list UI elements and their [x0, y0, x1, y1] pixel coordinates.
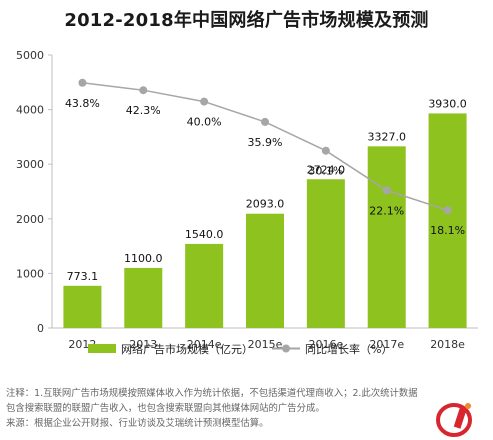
footnote-line: 注释：1.互联网广告市场规模按照媒体收入作为统计依据，不包括渠道代理商收入；2.… — [6, 388, 418, 399]
y-tick-label: 1000 — [16, 267, 44, 280]
y-tick-label: 3000 — [16, 158, 44, 171]
growth-rate-point — [78, 78, 87, 87]
bar — [185, 243, 224, 328]
x-tick-label: 2017e — [369, 338, 404, 351]
legend-bar-swatch — [88, 344, 116, 353]
growth-rate-labels: 43.8% 42.3% 40.0% 35.9% 30.1% 22.1% 18.1% — [65, 97, 465, 237]
growth-rate-point — [443, 206, 452, 215]
bar — [367, 146, 406, 328]
y-tick-label: 4000 — [16, 104, 44, 117]
iresearch-logo-icon — [436, 403, 472, 437]
growth-rate-point — [261, 117, 269, 126]
bar-value-label: 1100.0 — [124, 252, 163, 265]
bar — [63, 285, 102, 328]
bar-value-label: 773.1 — [67, 270, 99, 283]
legend: 网络广告市场规模（亿元） 同比增长率（%） — [88, 342, 392, 356]
bar-value-label: 3930.0 — [428, 97, 467, 110]
x-tick-label: 2018e — [430, 338, 465, 351]
growth-rate-point — [321, 146, 330, 155]
footnote-line: 来源：根据企业公开财报、行业访谈及艾瑞统计预测模型估算。 — [6, 418, 269, 429]
legend-line-marker — [282, 344, 290, 353]
y-tick-label: 2000 — [16, 213, 44, 226]
growth-rate-point — [382, 186, 391, 195]
growth-rate-point — [200, 97, 209, 106]
y-axis: 0 1000 2000 3000 4000 5000 — [16, 49, 53, 335]
growth-rate-label: 42.3% — [126, 104, 161, 117]
growth-rate-point — [139, 86, 148, 95]
growth-rate-label: 35.9% — [248, 136, 283, 149]
bar-value-label: 2093.0 — [246, 198, 285, 211]
legend-bar-label: 网络广告市场规模（亿元） — [121, 342, 253, 356]
bar — [428, 113, 467, 328]
bar-series — [63, 113, 467, 328]
growth-rate-series — [78, 78, 452, 215]
bar-value-label: 1540.0 — [185, 228, 224, 241]
bar-value-label: 2724.0 — [307, 163, 346, 176]
footnote-line: 包含搜索联盟的联盟广告收入，也包含搜索联盟向其他媒体网站的广告分成。 — [6, 403, 325, 414]
x-tick-label: 2014e — [187, 338, 222, 351]
bar — [306, 179, 345, 328]
y-tick-label: 0 — [37, 322, 44, 335]
y-tick-label: 5000 — [16, 49, 44, 62]
growth-rate-label: 18.1% — [430, 224, 465, 237]
x-tick-label: 2013 — [129, 338, 157, 351]
growth-rate-label: 30.1% — [308, 165, 343, 178]
growth-rate-label: 22.1% — [369, 204, 404, 217]
bar-value-labels: 773.1 1100.0 1540.0 2093.0 2724.0 3327.0 3930.… — [67, 97, 467, 282]
bar — [124, 267, 163, 328]
bar — [246, 213, 284, 328]
growth-rate-label: 40.0% — [187, 116, 222, 129]
chart-title: 2012-2018年中国网络广告市场规模及预测 — [64, 10, 429, 31]
footnotes: 注释：1.互联网广告市场规模按照媒体收入作为统计依据，不包括渠道代理商收入；2.… — [6, 386, 486, 431]
bar-value-label: 3327.0 — [367, 130, 406, 143]
x-tick-label: 2016e — [308, 338, 343, 351]
growth-rate-label: 43.8% — [65, 97, 100, 110]
legend-line-label: 同比增长率（%） — [305, 342, 392, 356]
